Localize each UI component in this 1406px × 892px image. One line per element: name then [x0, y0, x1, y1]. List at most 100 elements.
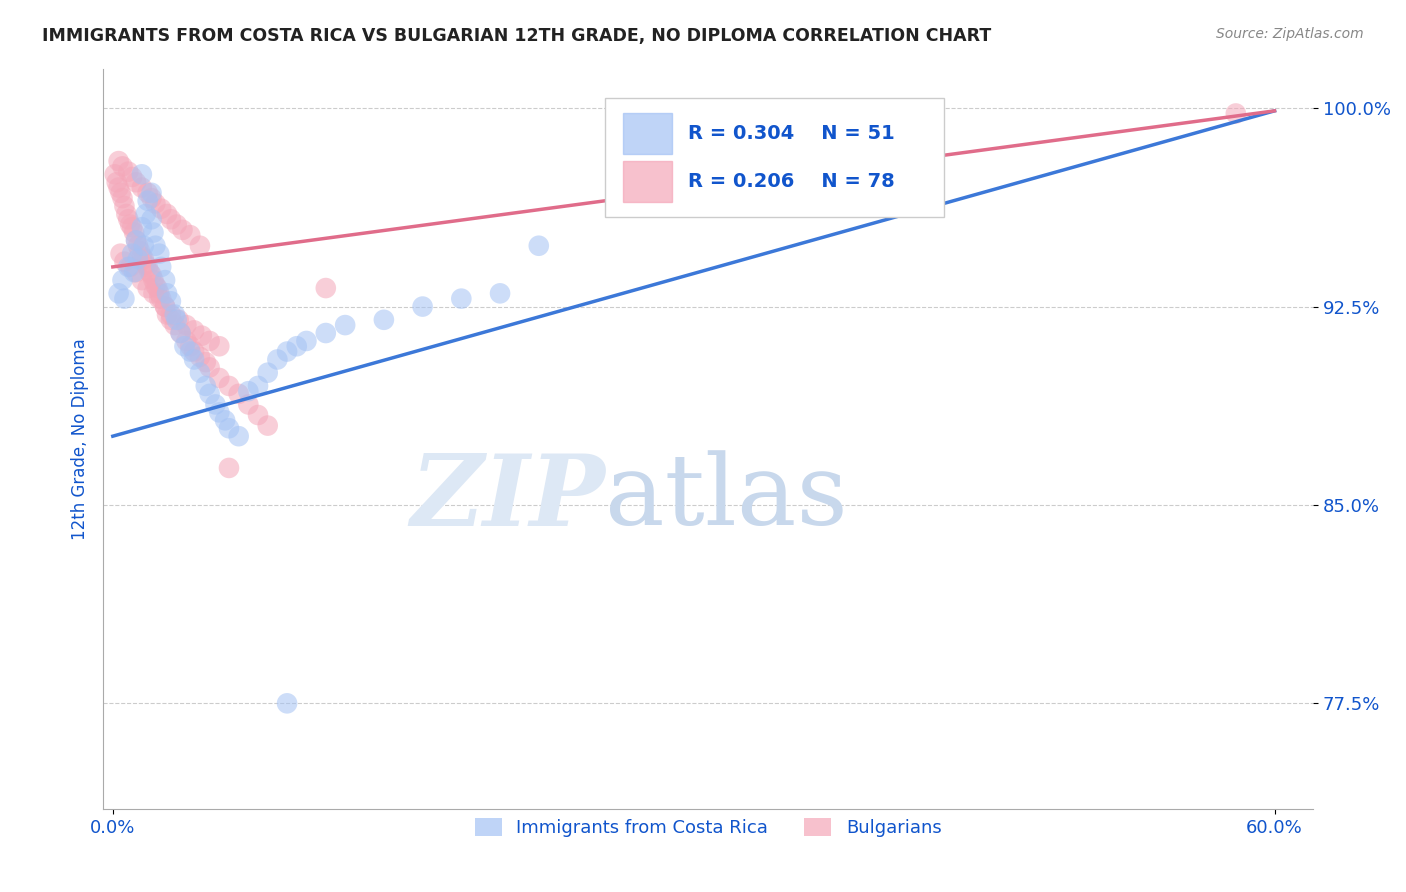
Point: [256, 366, 278, 380]
Point: [127, 252, 149, 266]
Point: [172, 223, 194, 237]
Point: [112, 254, 135, 268]
Point: [121, 169, 143, 184]
Point: [188, 350, 211, 364]
Point: [412, 300, 434, 314]
Point: [169, 326, 191, 340]
Point: [176, 334, 198, 348]
Point: [208, 371, 231, 385]
Point: [117, 260, 139, 274]
Point: [315, 281, 337, 295]
Point: [169, 326, 191, 340]
Point: [150, 202, 173, 216]
Point: [266, 352, 288, 367]
Point: [107, 154, 129, 169]
Point: [228, 387, 250, 401]
Text: R = 0.304    N = 51: R = 0.304 N = 51: [688, 124, 894, 144]
Point: [160, 294, 183, 309]
Point: [163, 318, 186, 332]
Bar: [623, 161, 672, 202]
Point: [214, 413, 236, 427]
Point: [179, 228, 201, 243]
Point: [247, 408, 270, 422]
Point: [218, 379, 240, 393]
Point: [191, 328, 214, 343]
Point: [148, 246, 170, 260]
Point: [256, 418, 278, 433]
Point: [1225, 106, 1247, 120]
Point: [160, 313, 183, 327]
Point: [142, 273, 165, 287]
Point: [145, 238, 167, 252]
Point: [120, 260, 142, 274]
Point: [127, 238, 149, 252]
Point: [166, 218, 188, 232]
Point: [315, 326, 337, 340]
Point: [489, 286, 512, 301]
Point: [198, 387, 221, 401]
Point: [142, 286, 165, 301]
Point: [183, 344, 205, 359]
Point: [125, 234, 148, 248]
Point: [228, 429, 250, 443]
Point: [295, 334, 318, 348]
Point: [136, 260, 159, 274]
Point: [111, 160, 134, 174]
Point: [107, 286, 129, 301]
Point: [117, 212, 139, 227]
Point: [276, 344, 298, 359]
Point: [153, 300, 176, 314]
Point: [105, 175, 128, 189]
Point: [121, 246, 143, 260]
Point: [285, 339, 308, 353]
Point: [333, 318, 356, 332]
Bar: [623, 113, 672, 153]
Point: [153, 300, 176, 314]
Point: [741, 133, 763, 147]
Point: [115, 207, 138, 221]
Point: [373, 313, 395, 327]
Point: [107, 180, 129, 194]
Point: [156, 286, 179, 301]
Point: [120, 218, 142, 232]
Point: [112, 292, 135, 306]
Point: [131, 167, 153, 181]
Point: [121, 220, 143, 235]
Point: [198, 360, 221, 375]
Point: [131, 273, 153, 287]
Point: [131, 180, 153, 194]
Point: [527, 238, 550, 252]
Point: [156, 207, 179, 221]
Point: [166, 313, 188, 327]
Point: [129, 244, 152, 258]
Point: [122, 226, 145, 240]
Point: [276, 696, 298, 710]
Point: [111, 273, 134, 287]
Point: [104, 167, 127, 181]
Point: [167, 313, 190, 327]
Point: [138, 265, 160, 279]
Point: [142, 226, 165, 240]
Point: [125, 265, 148, 279]
Point: [148, 292, 170, 306]
Point: [218, 461, 240, 475]
Point: [136, 186, 159, 200]
Point: [179, 339, 201, 353]
Point: [150, 292, 173, 306]
Point: [247, 379, 270, 393]
Point: [183, 323, 205, 337]
Point: [173, 339, 195, 353]
Point: [141, 191, 163, 205]
Point: [198, 334, 221, 348]
Point: [238, 384, 260, 399]
Point: [125, 175, 148, 189]
Point: [204, 397, 226, 411]
Point: [188, 238, 211, 252]
Text: R = 0.206    N = 78: R = 0.206 N = 78: [688, 172, 894, 192]
Text: ZIP: ZIP: [411, 450, 606, 546]
Point: [208, 405, 231, 419]
Point: [131, 220, 153, 235]
Point: [141, 268, 163, 282]
Point: [135, 207, 157, 221]
Point: [135, 257, 157, 271]
